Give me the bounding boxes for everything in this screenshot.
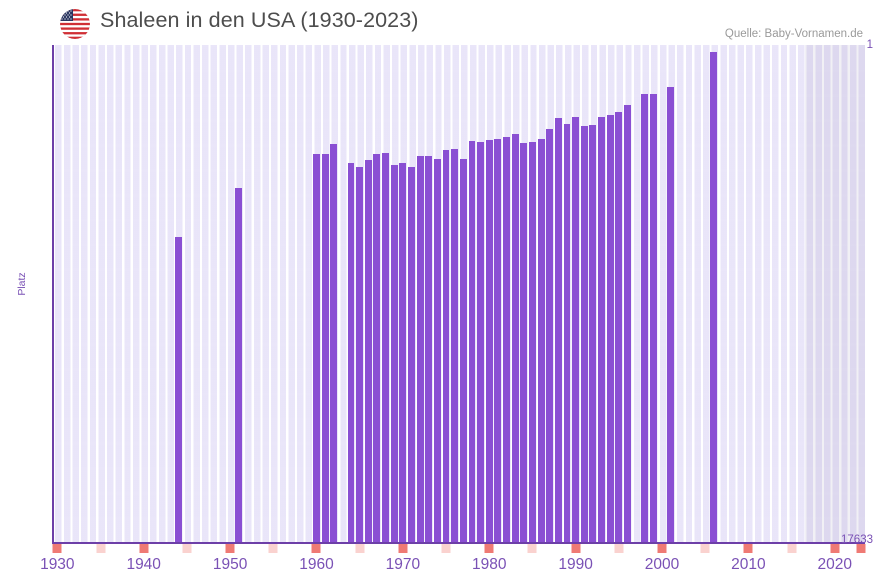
x-axis-tick-label: 1970 [385, 556, 421, 573]
x-axis-tick-mark-major [225, 544, 235, 553]
x-axis-tick-mark-major [311, 544, 321, 553]
x-axis-tick-label: 1930 [40, 556, 75, 573]
y-axis-title: Platz [16, 272, 28, 296]
y-axis-line [52, 45, 54, 542]
chart-bar [710, 51, 718, 542]
chart-bar [606, 115, 614, 542]
chart-bar [373, 153, 381, 542]
chart-bar [451, 148, 459, 542]
chart-bar [667, 86, 675, 542]
chart-plot-area [53, 45, 865, 542]
chart-bar [425, 155, 433, 542]
x-axis-tick-label: 1950 [212, 556, 248, 573]
x-axis-tick-mark-major [484, 544, 494, 553]
chart-bar [321, 154, 329, 542]
x-axis-tick-mark-minor [268, 544, 278, 553]
chart-bar [537, 138, 545, 542]
chart-bar [364, 160, 372, 542]
x-axis-tick-label: 2000 [644, 556, 680, 573]
chart-bar [572, 117, 580, 542]
chart-bar [623, 105, 631, 542]
x-axis-tick-mark-major [139, 544, 149, 553]
chart-bar [408, 167, 415, 542]
chart-header: Shaleen in den USA (1930-2023) Quelle: B… [0, 0, 873, 45]
chart-bar [382, 152, 390, 542]
chart-bar [511, 133, 519, 542]
x-axis-tick-mark-end [856, 544, 866, 553]
x-axis-tick-mark-major [830, 544, 840, 553]
chart-bar [485, 140, 493, 542]
chart-bar [503, 136, 510, 542]
chart-bar [580, 125, 588, 542]
x-axis-tick-label: 2020 [817, 556, 853, 573]
chart-bar [416, 155, 424, 542]
x-axis-tick-mark-minor [441, 544, 451, 553]
x-axis-tick-mark-minor [355, 544, 365, 553]
x-axis-tick-label: 2010 [731, 556, 766, 573]
chart-title: Shaleen in den USA (1930-2023) [100, 8, 419, 32]
chart-bar [641, 94, 649, 542]
chart-bar [356, 167, 364, 542]
chart-bar [494, 138, 502, 542]
chart-bar [330, 143, 338, 542]
chart-bar [433, 158, 441, 542]
x-axis-tick-mark-minor [96, 544, 105, 553]
chart-bar [313, 154, 320, 542]
x-axis-tick-label: 1990 [558, 556, 593, 573]
chart-bar [347, 162, 355, 542]
chart-bar [459, 158, 467, 542]
chart-bar [589, 125, 597, 542]
chart-bar [563, 124, 571, 542]
chart-bar [174, 237, 182, 542]
chart-bar [399, 163, 407, 542]
x-axis-tick-mark-minor [614, 544, 624, 553]
chart-bar [235, 187, 243, 542]
x-axis-line [52, 542, 865, 544]
y-axis-tick-bottom: 17633 [841, 534, 873, 546]
chart-bar [468, 141, 476, 542]
x-axis-tick-mark-major [657, 544, 667, 553]
chart-bar [546, 128, 554, 542]
usa-flag-icon [60, 9, 90, 39]
x-axis-tick-mark-major [571, 544, 581, 553]
chart-bar [554, 117, 562, 542]
chart-bar [477, 142, 485, 542]
x-axis-tick-label: 1940 [126, 556, 161, 573]
x-axis-tick-mark-major [398, 544, 408, 553]
chart-bars [53, 45, 865, 542]
chart-bar [390, 164, 398, 542]
x-axis-tick-mark-minor [787, 544, 797, 553]
x-axis-tick-label: 1960 [299, 556, 334, 573]
chart-bar [615, 111, 623, 542]
source-attribution: Quelle: Baby-Vornamen.de [724, 28, 863, 40]
y-axis-tick-top: 1 [866, 39, 873, 51]
x-axis-tick-mark-minor [527, 544, 537, 553]
x-axis-tick-mark-major [743, 544, 753, 553]
x-axis-tick-label: 1980 [471, 556, 507, 573]
chart-bar [442, 149, 450, 542]
chart-bar [598, 116, 605, 542]
x-axis-tick-mark-major [52, 544, 62, 553]
chart-bar [520, 142, 528, 542]
x-axis-tick-mark-minor [182, 544, 192, 553]
chart-gridlines [53, 45, 865, 542]
x-axis-tick-mark-minor [700, 544, 710, 553]
chart-bar [649, 94, 657, 542]
chart-bar [528, 142, 536, 542]
